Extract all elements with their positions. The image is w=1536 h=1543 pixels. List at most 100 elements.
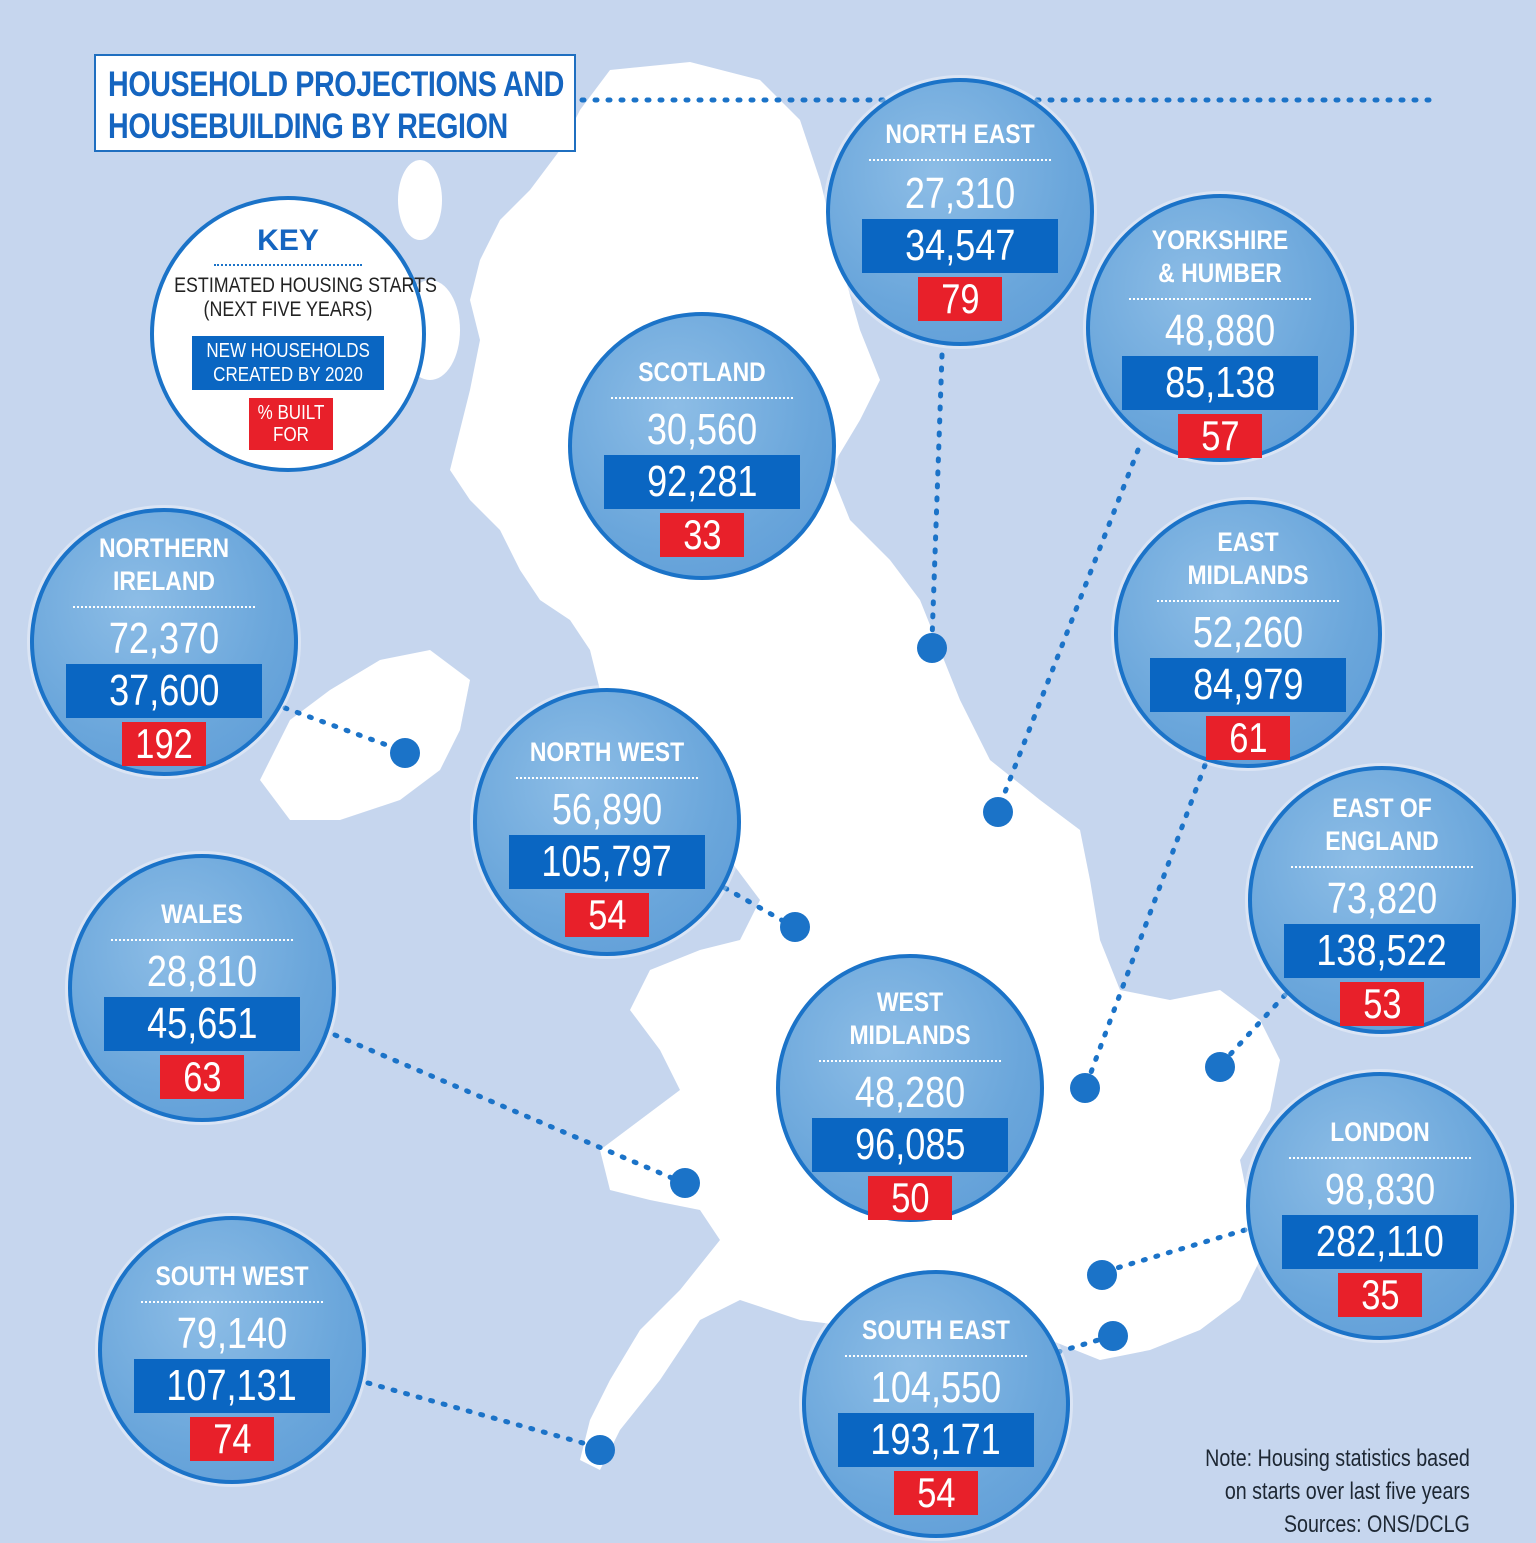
pct-built-value: 63 — [160, 1055, 244, 1099]
island — [398, 160, 442, 240]
key-pct-line-2: FOR — [273, 424, 309, 446]
dot-north-east — [917, 633, 947, 663]
region-name-line-1: EAST OF — [1332, 793, 1432, 823]
note-line-3: Sources: ONS/DCLG — [1284, 1511, 1470, 1538]
region-name-line-1: YORKSHIRE — [1151, 225, 1289, 255]
key-pct-line-1: % BUILT — [257, 402, 325, 424]
new-households-value: 193,171 — [838, 1413, 1034, 1467]
new-households-value: 92,281 — [604, 455, 800, 509]
region-name-line-1: EAST — [1217, 527, 1279, 557]
connector-yorkshire — [997, 447, 1141, 808]
pct-built-value: 74 — [190, 1417, 274, 1461]
region-divider — [141, 1301, 323, 1303]
pct-built-value: 57 — [1178, 414, 1262, 458]
pct-built-value: 79 — [918, 277, 1002, 321]
key-households-label: NEW HOUSEHOLDS CREATED BY 2020 — [192, 336, 384, 390]
region-name: NORTH WEST — [529, 737, 685, 767]
pct-built-value: 33 — [660, 513, 744, 557]
region-divider — [1291, 866, 1473, 868]
connector-north-west — [722, 885, 788, 925]
region-circle-london: LONDON 98,830 282,110 35 — [1246, 1072, 1514, 1340]
dot-north-west — [780, 912, 810, 942]
connector-london — [1107, 1227, 1248, 1273]
pct-built-value: 53 — [1340, 982, 1424, 1026]
region-circle-yorkshire-humber: YORKSHIRE & HUMBER 48,880 85,138 57 — [1086, 194, 1354, 462]
housing-starts-value: 79,140 — [176, 1309, 288, 1358]
region-name-line-2: ENGLAND — [1325, 826, 1439, 856]
new-households-value: 45,651 — [104, 997, 300, 1051]
new-households-value: 282,110 — [1282, 1215, 1478, 1269]
key-households-line-1: NEW HOUSEHOLDS — [206, 340, 370, 362]
new-households-value: 105,797 — [509, 835, 705, 889]
housing-starts-value: 98,830 — [1324, 1165, 1436, 1214]
connector-east-of-england — [1222, 992, 1288, 1063]
region-divider — [1289, 1157, 1471, 1159]
region-circle-west-midlands: WEST MIDLANDS 48,280 96,085 50 — [776, 954, 1044, 1222]
location-dots — [390, 633, 1235, 1465]
region-name-line-1: NORTHERN — [98, 533, 230, 563]
new-households-value: 34,547 — [862, 219, 1058, 273]
note-line-2: on starts over last five years — [1224, 1478, 1470, 1505]
housing-starts-value: 48,880 — [1164, 306, 1276, 355]
key-divider — [214, 264, 362, 266]
region-divider — [73, 606, 255, 608]
source-note: Note: Housing statistics based on starts… — [1147, 1442, 1470, 1541]
dot-yorkshire — [983, 797, 1013, 827]
connector-wales — [332, 1032, 675, 1181]
region-name-line-1: WEST — [876, 987, 944, 1017]
region-divider — [869, 159, 1051, 161]
region-name: SOUTH WEST — [155, 1261, 309, 1291]
housing-starts-value: 30,560 — [646, 405, 758, 454]
dot-south-west — [585, 1435, 615, 1465]
region-name: SCOTLAND — [638, 357, 766, 387]
housing-starts-value: 56,890 — [551, 785, 663, 834]
new-households-value: 107,131 — [134, 1359, 330, 1413]
dot-northern-ireland — [390, 738, 420, 768]
region-divider — [111, 939, 293, 941]
pct-built-value: 192 — [122, 722, 206, 766]
new-households-value: 84,979 — [1150, 658, 1346, 712]
ireland-landmass — [260, 650, 470, 820]
dot-east-midlands — [1070, 1073, 1100, 1103]
region-circle-south-west: SOUTH WEST 79,140 107,131 74 — [98, 1216, 366, 1484]
region-circle-scotland: SCOTLAND 30,560 92,281 33 — [568, 312, 836, 580]
region-circle-north-east: NORTH EAST 27,310 34,547 79 — [826, 78, 1094, 346]
key-starts-line-2: (NEXT FIVE YEARS) — [203, 298, 373, 321]
key-households-line-2: CREATED BY 2020 — [213, 364, 363, 386]
key-title: KEY — [257, 224, 319, 257]
page-title: HOUSEHOLD PROJECTIONS AND HOUSEBUILDING … — [94, 54, 576, 152]
dot-london — [1087, 1260, 1117, 1290]
region-name: LONDON — [1330, 1117, 1430, 1147]
region-circle-wales: WALES 28,810 45,651 63 — [68, 854, 336, 1122]
housing-starts-value: 52,260 — [1192, 608, 1304, 657]
region-name-line-2: & HUMBER — [1158, 258, 1282, 288]
connector-south-west — [365, 1380, 593, 1448]
pct-built-value: 54 — [894, 1471, 978, 1515]
housing-starts-value: 104,550 — [870, 1363, 1002, 1412]
region-divider — [1157, 600, 1339, 602]
connector-north-east — [929, 352, 945, 643]
housing-starts-value: 72,370 — [108, 614, 220, 663]
region-circle-east-midlands: EAST MIDLANDS 52,260 84,979 61 — [1114, 500, 1382, 768]
title-line-2: HOUSEBUILDING BY REGION — [108, 107, 508, 146]
title-line-1: HOUSEHOLD PROJECTIONS AND — [108, 65, 564, 104]
key-pct-label: % BUILT FOR — [249, 398, 333, 450]
region-name: NORTH EAST — [885, 119, 1035, 149]
region-name: WALES — [161, 899, 243, 929]
region-name-line-2: IRELAND — [113, 566, 215, 596]
connector-east-midlands — [1087, 762, 1208, 1078]
region-circle-northern-ireland: NORTHERN IRELAND 72,370 37,600 192 — [30, 508, 298, 776]
region-circle-east-of-england: EAST OF ENGLAND 73,820 138,522 53 — [1248, 766, 1516, 1034]
key-legend: KEY ESTIMATED HOUSING STARTS (NEXT FIVE … — [150, 196, 437, 472]
pct-built-value: 50 — [868, 1176, 952, 1220]
pct-built-value: 61 — [1206, 716, 1290, 760]
new-households-value: 138,522 — [1284, 924, 1480, 978]
region-divider — [1129, 298, 1311, 300]
pct-built-value: 35 — [1338, 1273, 1422, 1317]
region-divider — [611, 397, 793, 399]
note-line-1: Note: Housing statistics based — [1205, 1445, 1470, 1472]
region-name-line-2: MIDLANDS — [1187, 560, 1309, 590]
region-divider — [819, 1060, 1001, 1062]
housing-starts-value: 28,810 — [146, 947, 258, 996]
key-starts-label: ESTIMATED HOUSING STARTS (NEXT FIVE YEAR… — [154, 274, 437, 322]
